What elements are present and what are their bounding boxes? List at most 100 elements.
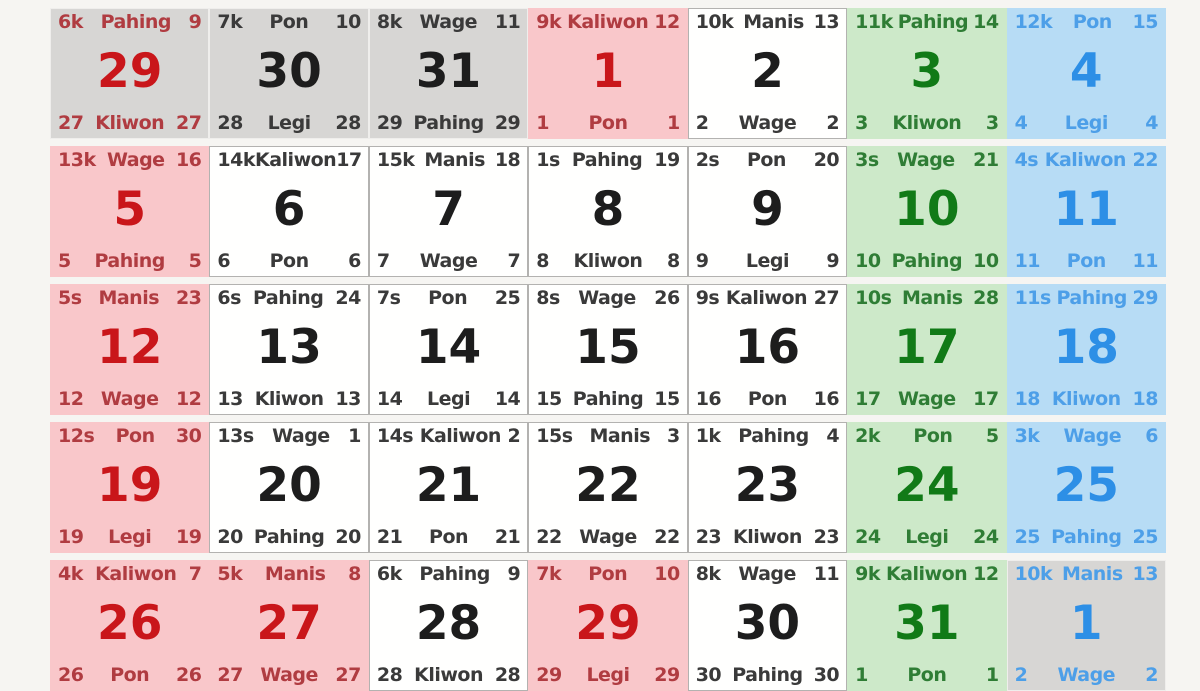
top-cycle-code: 1k [695, 425, 721, 447]
bottom-pasaran-name: Kliwon [254, 388, 324, 410]
calendar-day-cell[interactable]: 12s Pon 30 19 19 Legi 19 [50, 422, 210, 553]
top-date-number: 19 [654, 149, 680, 171]
bottom-date-right: 27 [175, 112, 202, 134]
day-number: 12 [97, 320, 163, 375]
bottom-date-left: 2 [695, 112, 709, 134]
top-date-number: 27 [813, 287, 840, 309]
weton-bottom-line: 19 Legi 19 [51, 524, 208, 552]
weton-bottom-line: 30 Pahing 30 [689, 662, 846, 690]
top-cycle-code: 10k [1014, 563, 1053, 585]
bottom-date-left: 10 [855, 250, 881, 272]
calendar-day-cell[interactable]: 8s Wage 26 15 15 Pahing 15 [528, 284, 688, 415]
calendar-day-cell[interactable]: 6k Pahing 9 28 28 Kliwon 28 [368, 560, 529, 691]
calendar-day-cell[interactable]: 6s Pahing 24 13 13 Kliwon 13 [209, 284, 369, 415]
calendar-day-cell[interactable]: 15k Manis 18 7 7 Wage 7 [368, 146, 529, 277]
top-cycle-code: 13s [217, 425, 254, 447]
calendar-day-cell[interactable]: 13k Wage 16 5 5 Pahing 5 [50, 146, 210, 277]
bottom-date-right: 26 [175, 664, 202, 686]
day-number: 25 [1053, 458, 1119, 513]
calendar-day-cell[interactable]: 7k Pon 10 30 28 Legi 28 [209, 8, 369, 139]
day-number: 29 [97, 44, 163, 99]
calendar-day-cell[interactable]: 9s Kaliwon 27 16 16 Pon 16 [687, 284, 848, 415]
top-cycle-code: 7k [217, 11, 243, 33]
weton-top-line: 15s Manis 3 [529, 423, 686, 448]
weton-top-line: 2s Pon 20 [689, 147, 846, 172]
top-cycle-code: 9k [536, 11, 562, 33]
calendar-day-cell[interactable]: 1k Pahing 4 23 23 Kliwon 23 [687, 422, 848, 553]
top-date-number: 9 [507, 563, 521, 585]
weton-bottom-line: 1 Pon 1 [848, 662, 1005, 690]
bottom-pasaran-name: Kliwon [732, 526, 802, 548]
weton-top-line: 7s Pon 25 [370, 285, 527, 310]
calendar-day-cell[interactable]: 1s Pahing 19 8 8 Kliwon 8 [528, 146, 688, 277]
bottom-date-left: 23 [695, 526, 722, 548]
day-number: 20 [256, 458, 322, 513]
calendar-day-cell[interactable]: 7k Pon 10 29 29 Legi 29 [528, 560, 688, 691]
bottom-date-right: 27 [335, 664, 361, 686]
top-date-number: 5 [985, 425, 999, 447]
bottom-date-right: 5 [188, 250, 202, 272]
calendar-day-cell[interactable]: 10s Manis 28 17 17 Wage 17 [847, 284, 1007, 415]
calendar-day-cell[interactable]: 10k Manis 13 1 2 Wage 2 [1006, 560, 1166, 691]
calendar-day-cell[interactable]: 11k Pahing 14 3 3 Kliwon 3 [847, 8, 1007, 139]
weton-bottom-line: 12 Wage 12 [51, 386, 208, 414]
top-date-number: 11 [813, 563, 840, 585]
calendar-day-cell[interactable]: 10k Manis 13 2 2 Wage 2 [687, 8, 848, 139]
calendar-day-cell[interactable]: 2s Pon 20 9 9 Legi 9 [687, 146, 848, 277]
bottom-date-right: 29 [494, 112, 521, 134]
weton-bottom-line: 6 Pon 6 [210, 248, 367, 276]
top-cycle-code: 13k [58, 149, 96, 171]
calendar-day-cell[interactable]: 2k Pon 5 24 24 Legi 24 [847, 422, 1007, 553]
bottom-date-left: 3 [855, 112, 868, 134]
weton-top-line: 7k Pon 10 [529, 561, 686, 586]
calendar-day-cell[interactable]: 11s Pahing 29 18 18 Kliwon 18 [1006, 284, 1166, 415]
top-pasaran-name: Pahing [738, 425, 809, 447]
bottom-date-left: 15 [536, 388, 562, 410]
top-pasaran-name: Kaliwon [419, 425, 502, 447]
day-number: 18 [1053, 320, 1119, 375]
top-pasaran-name: Manis [1062, 563, 1123, 585]
calendar-day-cell[interactable]: 3s Wage 21 10 10 Pahing 10 [847, 146, 1007, 277]
top-date-number: 11 [494, 11, 521, 33]
top-cycle-code: 8k [376, 11, 402, 33]
bottom-pasaran-name: Pon [907, 664, 947, 686]
top-pasaran-name: Pahing [897, 11, 969, 33]
calendar-day-cell[interactable]: 8k Wage 11 30 30 Pahing 30 [687, 560, 848, 691]
weton-top-line: 13s Wage 1 [210, 423, 367, 448]
day-number: 6 [272, 182, 306, 237]
bottom-date-right: 8 [666, 250, 680, 272]
calendar-day-cell[interactable]: 9k Kaliwon 12 31 1 Pon 1 [847, 560, 1007, 691]
top-date-number: 10 [654, 563, 680, 585]
bottom-date-left: 27 [217, 664, 243, 686]
calendar-day-cell[interactable]: 9k Kaliwon 12 1 1 Pon 1 [528, 8, 688, 139]
day-number: 30 [256, 44, 322, 99]
calendar-day-cell[interactable]: 3k Wage 6 25 25 Pahing 25 [1006, 422, 1166, 553]
calendar-day-cell[interactable]: 12k Pon 15 4 4 Legi 4 [1006, 8, 1166, 139]
day-number: 31 [894, 596, 960, 651]
bottom-date-left: 28 [376, 664, 403, 686]
calendar-day-cell[interactable]: 13s Wage 1 20 20 Pahing 20 [209, 422, 369, 553]
weton-bottom-line: 27 Kliwon 27 [51, 110, 208, 138]
day-number: 1 [591, 44, 625, 99]
bottom-date-right: 1 [666, 112, 680, 134]
calendar-day-cell[interactable]: 6k Pahing 9 29 27 Kliwon 27 [50, 8, 210, 139]
calendar-day-cell[interactable]: 14k Kaliwon 17 6 6 Pon 6 [209, 146, 369, 277]
calendar-day-cell[interactable]: 8k Wage 11 31 29 Pahing 29 [368, 8, 529, 139]
calendar-day-cell[interactable]: 5s Manis 23 12 12 Wage 12 [50, 284, 210, 415]
top-pasaran-name: Pon [588, 563, 628, 585]
weton-top-line: 5s Manis 23 [51, 285, 208, 310]
calendar-day-cell[interactable]: 15s Manis 3 22 22 Wage 22 [528, 422, 688, 553]
calendar-day-cell[interactable]: 4k Kaliwon 7 26 26 Pon 26 [50, 560, 210, 691]
bottom-date-left: 30 [695, 664, 722, 686]
calendar-day-cell[interactable]: 7s Pon 25 14 14 Legi 14 [368, 284, 529, 415]
bottom-date-right: 25 [1132, 526, 1159, 548]
top-date-number: 6 [1145, 425, 1158, 447]
weton-top-line: 1s Pahing 19 [529, 147, 686, 172]
calendar-day-cell[interactable]: 5k Manis 8 27 27 Wage 27 [209, 560, 369, 691]
calendar-day-cell[interactable]: 14s Kaliwon 2 21 21 Pon 21 [368, 422, 529, 553]
weton-top-line: 3s Wage 21 [848, 147, 1005, 172]
top-cycle-code: 6k [58, 11, 83, 33]
weton-bottom-line: 2 Wage 2 [689, 110, 846, 138]
calendar-day-cell[interactable]: 4s Kaliwon 22 11 11 Pon 11 [1006, 146, 1166, 277]
bottom-date-left: 12 [58, 388, 84, 410]
